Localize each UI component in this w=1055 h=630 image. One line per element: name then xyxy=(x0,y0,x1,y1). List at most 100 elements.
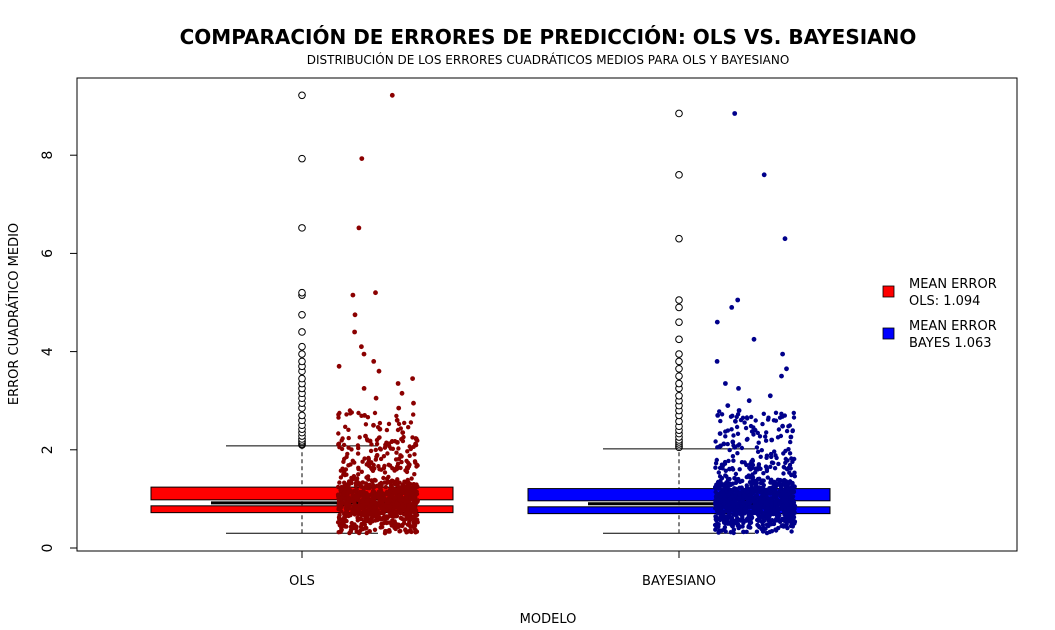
jitter-point xyxy=(759,448,764,453)
jitter-point xyxy=(357,508,362,513)
y-axis: 0 2 4 6 8 xyxy=(40,151,78,552)
jitter-outlier-point xyxy=(359,156,365,162)
legend-line1-ols: MEAN ERROR xyxy=(909,277,997,292)
jitter-point xyxy=(405,449,410,454)
outlier-point xyxy=(675,379,683,388)
jitter-outlier-point xyxy=(717,431,723,436)
jitter-point xyxy=(342,486,348,491)
jitter-point xyxy=(365,515,370,520)
jitter-bayesiano xyxy=(712,111,798,536)
jitter-point xyxy=(343,424,348,429)
jitter-outlier-point xyxy=(376,368,382,374)
jitter-point xyxy=(761,518,767,524)
jitter-point xyxy=(401,517,407,523)
jitter-point xyxy=(372,506,377,511)
jitter-point xyxy=(792,510,797,515)
jitter-point xyxy=(757,434,763,439)
jitter-point xyxy=(375,508,380,513)
jitter-point xyxy=(386,529,391,534)
jitter-outlier-point xyxy=(367,438,373,444)
jitter-point xyxy=(744,483,749,488)
jitter-point xyxy=(753,418,758,423)
jitter-point xyxy=(758,500,763,506)
jitter-point xyxy=(713,494,719,499)
jitter-point xyxy=(756,462,762,467)
jitter-outlier-point xyxy=(373,395,379,401)
jitter-outlier-point xyxy=(779,373,784,379)
y-tick-label: 2 xyxy=(40,445,56,454)
outlier-point xyxy=(298,310,306,319)
jitter-point xyxy=(749,515,755,520)
jitter-point xyxy=(396,456,402,461)
jitter-point xyxy=(737,500,742,505)
jitter-point xyxy=(791,415,797,420)
jitter-point xyxy=(379,506,384,511)
jitter-point xyxy=(360,499,365,504)
jitter-point xyxy=(760,529,766,534)
jitter-point xyxy=(404,492,410,497)
jitter-point xyxy=(735,508,741,513)
jitter-point xyxy=(735,521,741,527)
jitter-point xyxy=(360,459,365,464)
jitter-point xyxy=(357,489,363,495)
jitter-point xyxy=(353,488,358,493)
jitter-point xyxy=(368,517,374,523)
jitter-point xyxy=(356,530,362,536)
jitter-point xyxy=(742,420,747,425)
jitter-point xyxy=(398,426,403,431)
jitter-point xyxy=(349,475,354,481)
jitter-point xyxy=(407,453,412,458)
jitter-point xyxy=(354,493,359,498)
jitter-point xyxy=(390,518,395,523)
jitter-point xyxy=(339,527,344,532)
jitter-point xyxy=(763,490,768,495)
jitter-point xyxy=(336,506,341,511)
jitter-point xyxy=(346,435,351,441)
jitter-point xyxy=(749,414,754,420)
jitter-outlier-point xyxy=(361,386,367,391)
jitter-point xyxy=(348,529,353,534)
jitter-point xyxy=(718,418,723,424)
jitter-outlier-point xyxy=(389,92,395,98)
jitter-outlier-point xyxy=(350,292,356,298)
jitter-point xyxy=(401,521,407,526)
jitter-point xyxy=(739,460,745,465)
jitter-outlier-point xyxy=(373,290,378,296)
jitter-point xyxy=(377,420,383,426)
jitter-outlier-point xyxy=(736,408,742,413)
jitter-point xyxy=(734,414,739,420)
jitter-outlier-point xyxy=(413,441,418,447)
jitter-point xyxy=(341,442,347,448)
jitter-outlier-point xyxy=(746,398,752,404)
jitter-point xyxy=(376,435,381,441)
jitter-point xyxy=(744,529,749,534)
jitter-point xyxy=(765,502,770,507)
jitter-point xyxy=(399,459,404,465)
jitter-point xyxy=(746,473,751,478)
legend-swatch-bayes xyxy=(882,327,895,340)
jitter-point xyxy=(356,472,361,477)
outlier-point xyxy=(675,372,683,380)
jitter-point xyxy=(728,490,733,495)
jitter-point xyxy=(771,418,777,423)
jitter-point xyxy=(337,523,342,528)
jitter-point xyxy=(719,412,725,417)
jitter-point xyxy=(766,518,771,523)
jitter-point xyxy=(723,468,728,473)
jitter-point xyxy=(414,529,420,534)
outlier-point xyxy=(298,224,306,232)
jitter-point xyxy=(784,487,789,492)
jitter-point xyxy=(411,412,416,417)
jitter-point xyxy=(748,423,754,429)
jitter-outlier-point xyxy=(730,439,736,445)
jitter-point xyxy=(340,466,345,471)
jitter-point xyxy=(790,483,795,488)
jitter-point xyxy=(412,472,417,477)
outlier-point xyxy=(298,154,306,163)
jitter-point xyxy=(788,466,793,471)
jitter-point xyxy=(397,493,402,498)
jitter-point xyxy=(365,518,370,524)
jitter-outlier-point xyxy=(362,413,367,418)
jitter-point xyxy=(386,474,391,480)
jitter-point xyxy=(761,471,766,476)
